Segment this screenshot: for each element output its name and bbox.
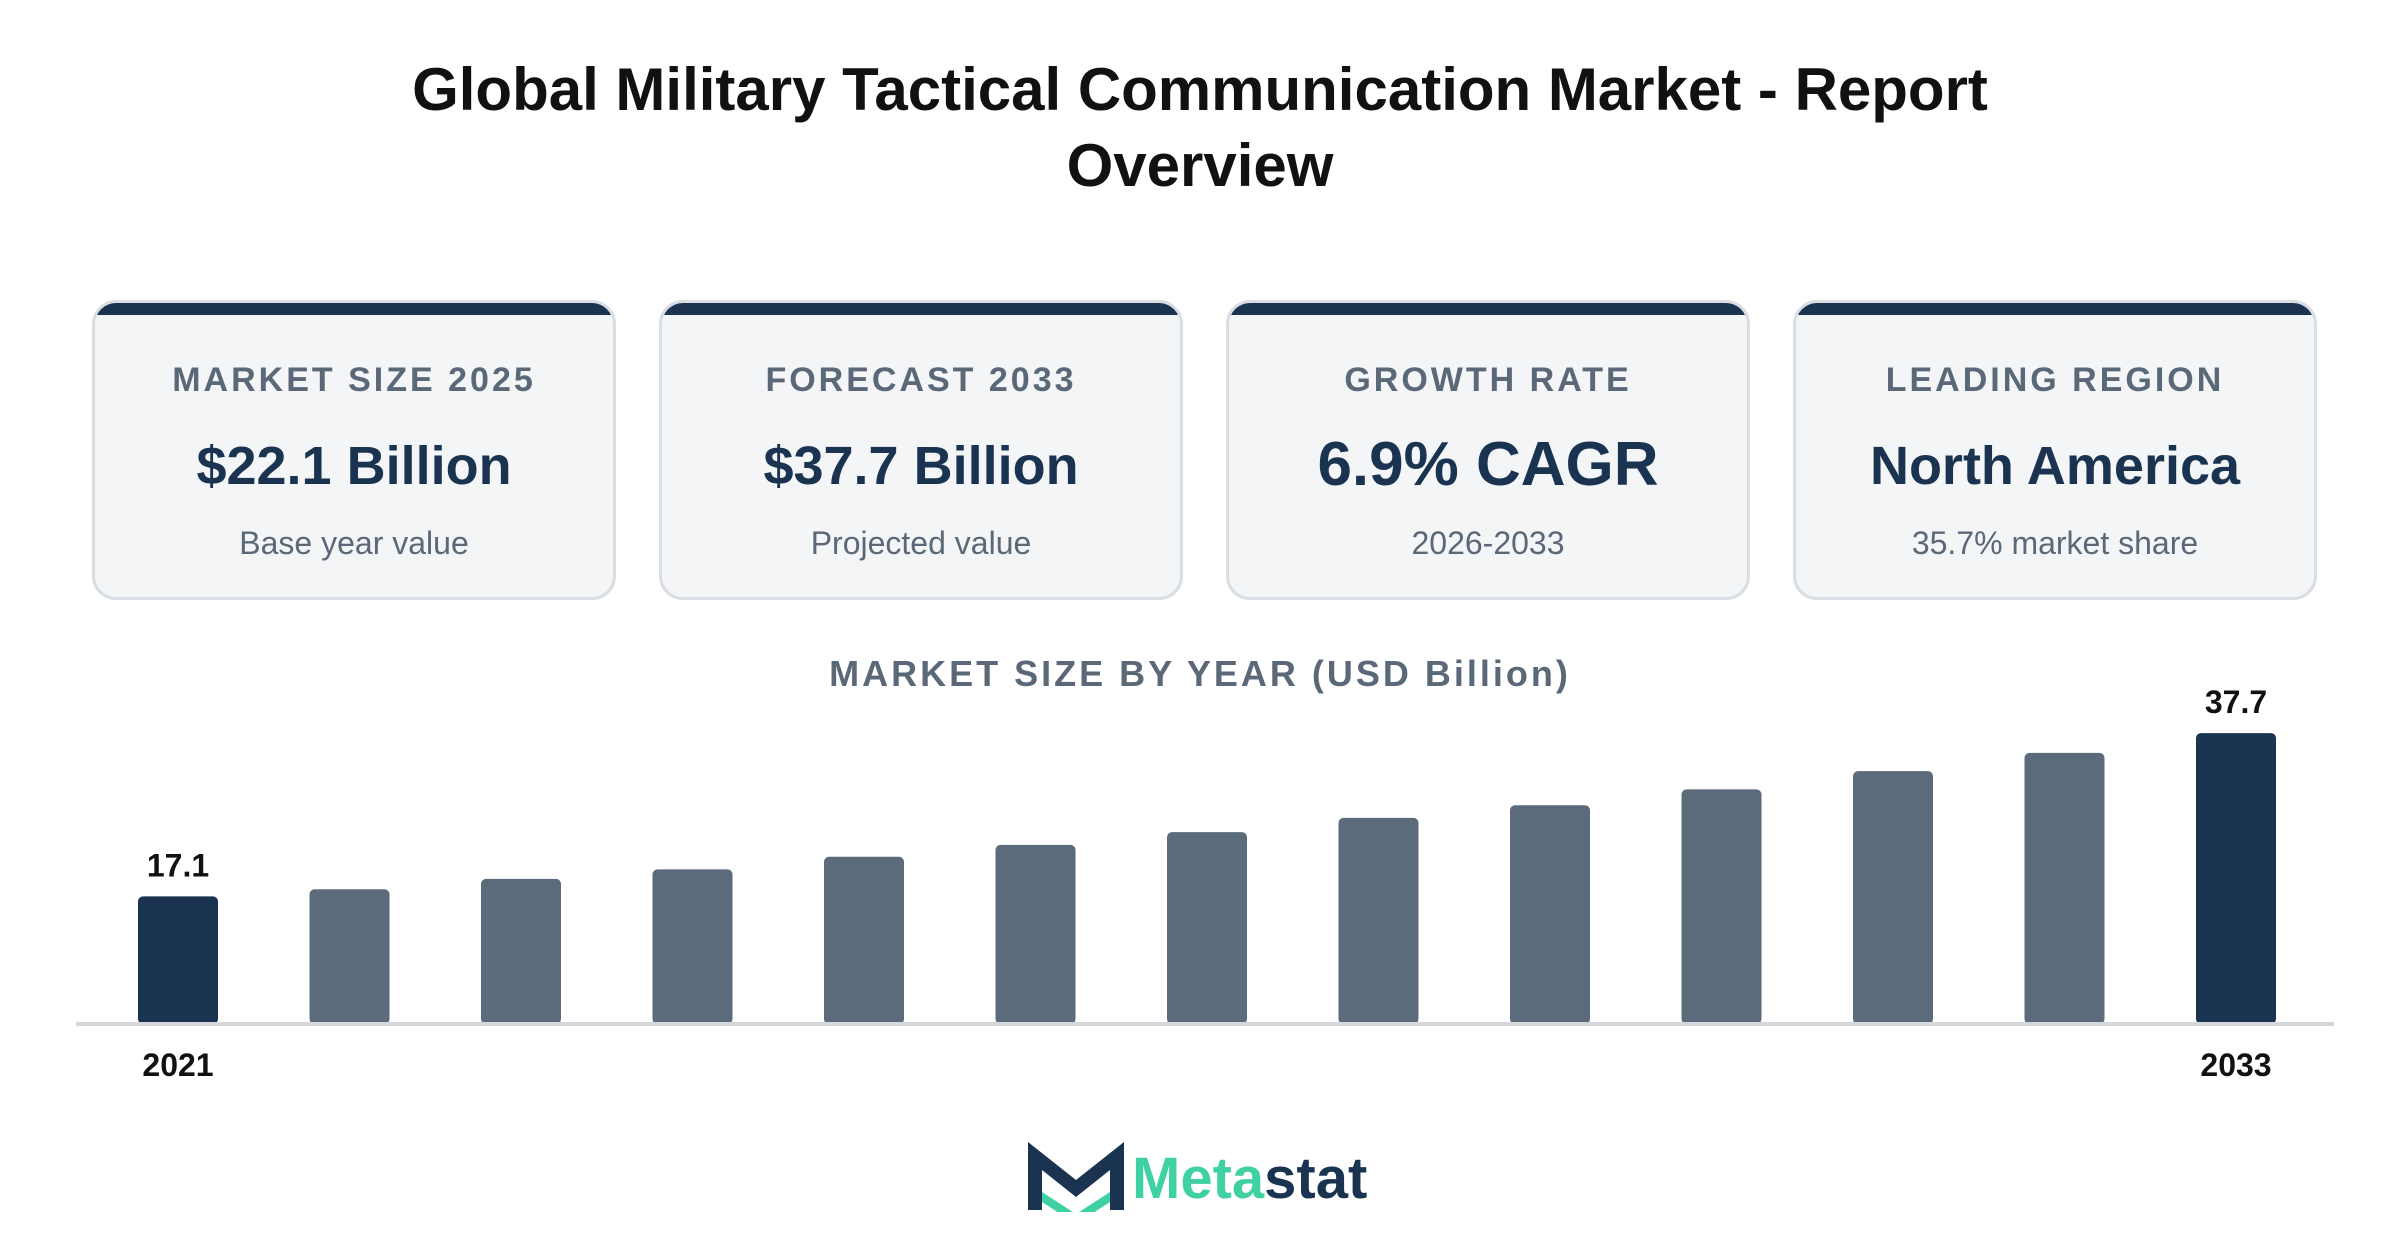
card-accent-bar — [1229, 303, 1747, 315]
card-value: $37.7 Billion — [763, 436, 1079, 496]
brand-name-part1: Meta — [1132, 1146, 1265, 1211]
brand-wordmark: Metastat — [1132, 1146, 1367, 1212]
market-size-bar-chart: MARKET SIZE BY YEAR (USD Billion) 17.1 37… — [76, 653, 2334, 1083]
labels-layer: 17.1 37.7 — [147, 684, 2267, 883]
x-tick-label-2021: 2021 — [142, 1047, 213, 1083]
bar-2024 — [652, 869, 733, 1024]
card-subtitle: 2026-2033 — [1411, 525, 1565, 561]
data-label-2033: 37.7 — [2205, 684, 2267, 720]
bar-2033 — [2196, 733, 2276, 1024]
card-label: LEADING REGION — [1885, 361, 2225, 399]
bar-2022 — [309, 889, 390, 1024]
card-value: 6.9% CAGR — [1317, 430, 1659, 499]
metastat-logo: Metastat — [1028, 1140, 1408, 1220]
data-label-2021: 17.1 — [147, 847, 209, 883]
metastat-logo-icon — [1028, 1142, 1124, 1212]
card-label: FORECAST 2033 — [765, 361, 1077, 399]
card-leading-region: LEADING REGION North America 35.7% marke… — [1793, 300, 2317, 600]
card-subtitle: Projected value — [810, 525, 1032, 561]
page-title: Global Military Tactical Communication M… — [412, 56, 1988, 199]
bar-2030 — [1681, 789, 1762, 1024]
card-forecast: FORECAST 2033 $37.7 Billion Projected va… — [659, 300, 1183, 600]
card-accent-bar — [95, 303, 613, 315]
card-growth-rate: GROWTH RATE 6.9% CAGR 2026-2033 — [1226, 300, 1750, 600]
card-market-size: MARKET SIZE 2025 $22.1 Billion Base year… — [92, 300, 616, 600]
bar-2021 — [138, 896, 218, 1024]
card-accent-bar — [662, 303, 1180, 315]
chart-title: MARKET SIZE BY YEAR (USD Billion) — [829, 653, 1571, 694]
card-label: MARKET SIZE 2025 — [172, 361, 536, 399]
bar-2029 — [1510, 805, 1590, 1024]
card-value: North America — [1869, 436, 2241, 496]
bar-2028 — [1338, 817, 1419, 1024]
bar-2027 — [1167, 832, 1247, 1024]
card-label: GROWTH RATE — [1344, 361, 1632, 399]
bar-2023 — [481, 878, 561, 1024]
card-subtitle: 35.7% market share — [1911, 525, 2199, 561]
bar-2032 — [2024, 752, 2105, 1024]
brand-name-part2: stat — [1264, 1146, 1368, 1211]
bars-layer — [138, 733, 2276, 1024]
card-accent-bar — [1796, 303, 2314, 315]
x-tick-label-2033: 2033 — [2200, 1047, 2271, 1083]
bar-2025 — [824, 856, 904, 1024]
card-value: $22.1 Billion — [196, 436, 512, 496]
card-subtitle: Base year value — [239, 525, 469, 561]
bar-2026 — [995, 844, 1076, 1024]
bar-2031 — [1853, 771, 1933, 1024]
ticks-layer: 2021 2033 — [142, 1047, 2271, 1083]
